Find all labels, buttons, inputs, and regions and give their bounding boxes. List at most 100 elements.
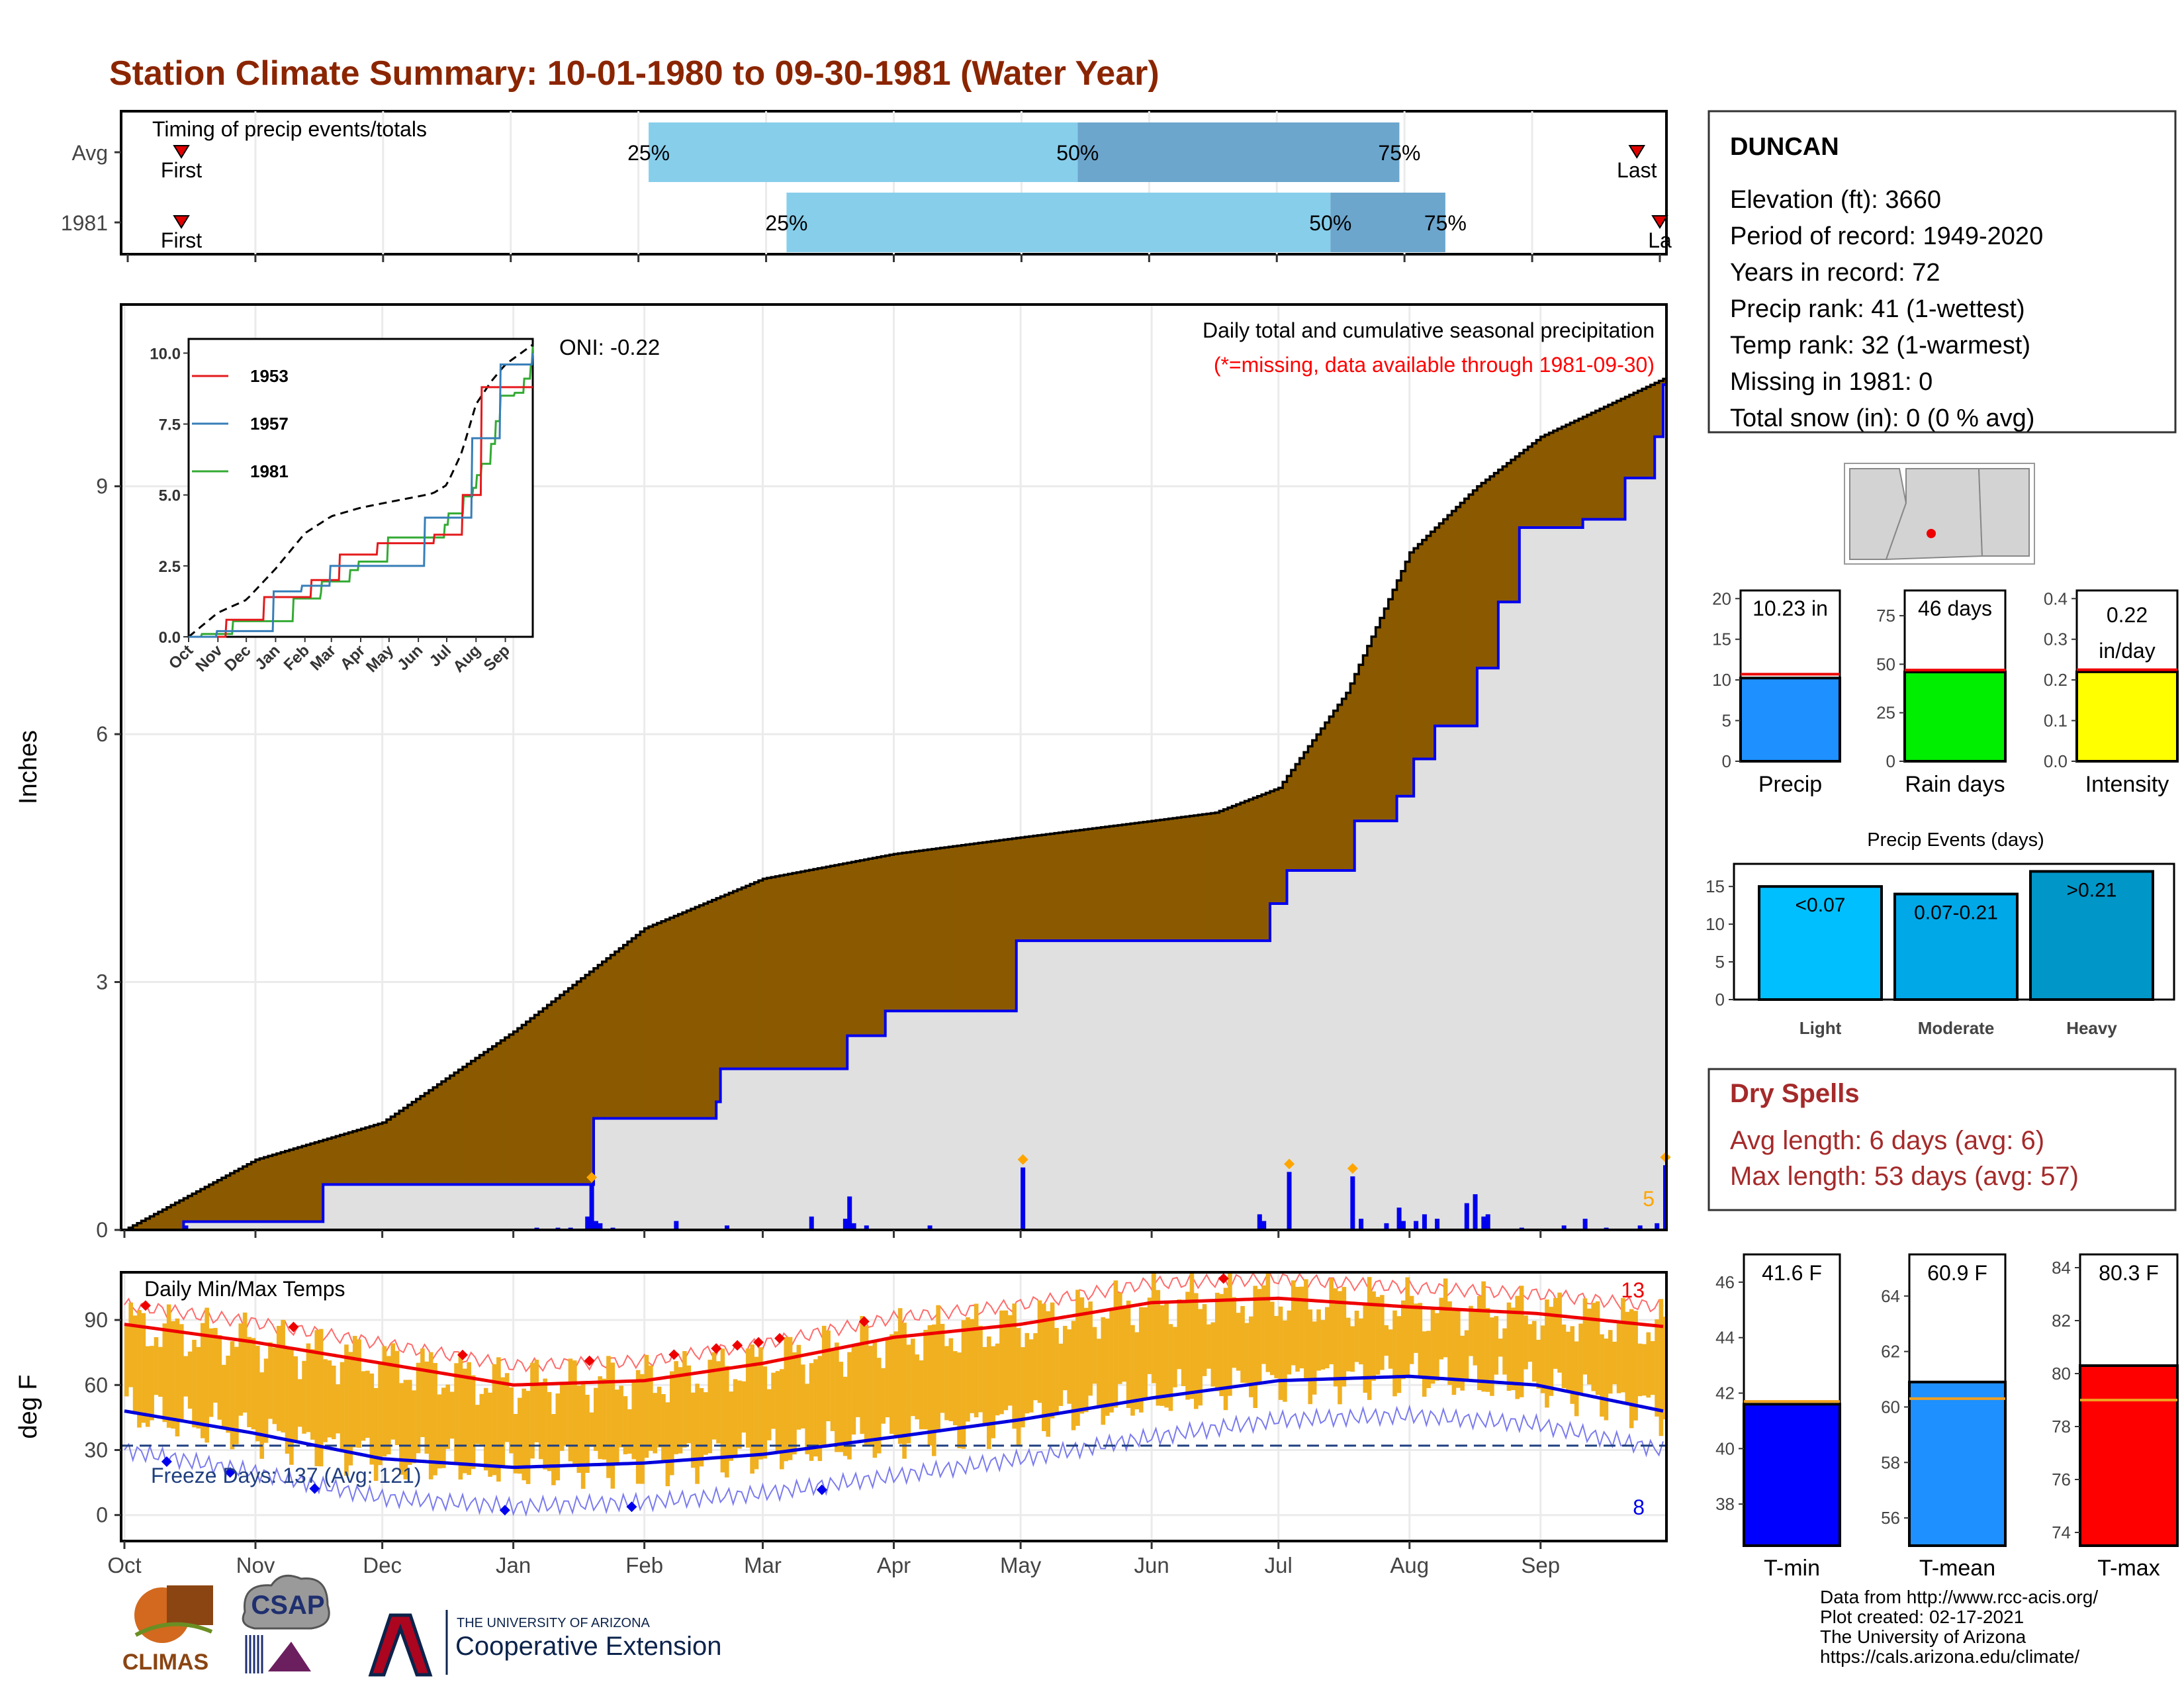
month-label: Sep bbox=[1521, 1553, 1560, 1577]
event-bar-label: Light bbox=[1799, 1018, 1842, 1038]
deficit-area bbox=[1028, 836, 1034, 941]
heavy-event-marker bbox=[1017, 1154, 1028, 1165]
daily-temp-range-bar bbox=[1371, 1291, 1376, 1381]
deficit-area bbox=[1443, 519, 1448, 726]
daily-temp-range-bar bbox=[974, 1303, 979, 1418]
deficit-area bbox=[394, 1113, 400, 1185]
daily-temp-range-bar bbox=[868, 1346, 873, 1446]
deficit-area bbox=[192, 1194, 197, 1222]
deficit-area bbox=[1007, 839, 1013, 1011]
daily-temp-range-bar bbox=[1460, 1335, 1465, 1391]
daily-temp-range-bar bbox=[686, 1365, 692, 1444]
daily-temp-range-bar bbox=[589, 1412, 594, 1447]
daily-precip-bar bbox=[1435, 1219, 1440, 1230]
daily-temp-range-bar bbox=[1531, 1321, 1537, 1382]
record-high-count: 13 bbox=[1621, 1278, 1645, 1302]
deficit-area bbox=[1138, 822, 1144, 941]
deficit-area bbox=[1426, 536, 1432, 759]
deficit-area bbox=[1591, 412, 1596, 520]
event-bar bbox=[1758, 885, 1883, 1001]
deficit-area bbox=[336, 1136, 341, 1185]
deficit-area bbox=[327, 1139, 332, 1185]
deficit-area bbox=[1363, 655, 1368, 821]
daily-temp-range-bar bbox=[1283, 1320, 1287, 1402]
deficit-area bbox=[302, 1146, 307, 1222]
daily-temp-range-bar bbox=[1350, 1326, 1355, 1372]
daily-temp-range-bar bbox=[657, 1386, 662, 1448]
daily-precip-bar bbox=[1637, 1225, 1643, 1230]
daily-temp-range-bar bbox=[1042, 1303, 1046, 1431]
footer-line: https://cals.arizona.edu/climate/ bbox=[1820, 1646, 2079, 1667]
daily-precip-bar bbox=[1384, 1223, 1389, 1230]
daily-temp-range-bar bbox=[200, 1323, 205, 1438]
deficit-area bbox=[792, 873, 797, 1069]
daily-temp-range-bar bbox=[208, 1328, 214, 1417]
daily-temp-range-bar bbox=[1257, 1289, 1262, 1384]
deficit-area bbox=[1481, 483, 1486, 669]
daily-temp-range-bar bbox=[428, 1352, 433, 1479]
record-high-marker bbox=[711, 1343, 722, 1354]
deficit-area bbox=[1469, 494, 1474, 726]
station-location-dot bbox=[1927, 529, 1936, 538]
daily-temp-range-bar bbox=[729, 1391, 733, 1461]
events-ytick-label: 10 bbox=[1706, 914, 1725, 934]
deficit-area bbox=[1194, 815, 1199, 941]
daily-temp-range-bar bbox=[314, 1330, 320, 1466]
daily-temp-range-bar bbox=[610, 1362, 615, 1489]
deficit-area bbox=[171, 1205, 176, 1230]
deficit-area bbox=[1342, 698, 1347, 871]
deficit-area bbox=[1088, 829, 1093, 941]
daily-temp-range-bar bbox=[690, 1392, 696, 1468]
first-event-marker bbox=[173, 145, 190, 159]
deficit-area bbox=[1105, 826, 1110, 941]
daily-temp-range-bar bbox=[1557, 1292, 1562, 1373]
deficit-area bbox=[344, 1133, 349, 1185]
deficit-area bbox=[137, 1223, 142, 1230]
deficit-area bbox=[1540, 436, 1545, 528]
daily-temp-range-bar bbox=[458, 1352, 463, 1480]
deficit-area bbox=[784, 874, 789, 1069]
daily-temp-range-bar bbox=[725, 1366, 729, 1477]
daily-temp-range-bar bbox=[957, 1352, 962, 1448]
daily-temp-range-bar bbox=[1430, 1309, 1435, 1384]
deficit-area bbox=[860, 860, 865, 1036]
deficit-area bbox=[424, 1093, 430, 1185]
deficit-area bbox=[1637, 391, 1643, 479]
mini-bar-ytick-label: 0 bbox=[1722, 751, 1731, 771]
deficit-area bbox=[242, 1166, 248, 1222]
daily-temp-range-bar bbox=[897, 1308, 903, 1444]
record-low-marker bbox=[309, 1483, 320, 1494]
daily-temp-range-bar bbox=[1363, 1303, 1368, 1393]
daily-temp-range-bar bbox=[1130, 1325, 1135, 1416]
daily-temp-range-bar bbox=[842, 1376, 848, 1456]
deficit-area bbox=[310, 1143, 316, 1222]
record-low-marker bbox=[499, 1505, 510, 1516]
mini-bar-ytick-label: 0.2 bbox=[2044, 670, 2068, 690]
deficit-area bbox=[365, 1127, 371, 1185]
daily-precip-bar bbox=[1473, 1194, 1478, 1230]
daily-temp-range-bar bbox=[559, 1382, 565, 1451]
daily-precip-bar bbox=[589, 1185, 594, 1230]
precip-ytick-label: 6 bbox=[96, 722, 108, 746]
daily-temp-range-bar bbox=[340, 1362, 345, 1452]
deficit-area bbox=[1608, 404, 1613, 520]
inset-series-1957 bbox=[189, 353, 534, 638]
daily-temp-range-bar bbox=[1308, 1309, 1313, 1405]
station-info-line: Total snow (in): 0 (0 % avg) bbox=[1730, 404, 2034, 432]
deficit-area bbox=[1312, 740, 1317, 871]
deficit-area bbox=[826, 867, 831, 1069]
heavy-event-marker bbox=[586, 1172, 598, 1183]
observed-cumulative-area bbox=[124, 385, 1668, 1230]
deficit-area bbox=[1024, 837, 1030, 941]
deficit-area bbox=[1079, 829, 1085, 941]
daily-temp-range-bar bbox=[1608, 1330, 1613, 1394]
daily-temp-range-bar bbox=[978, 1325, 983, 1413]
deficit-area bbox=[711, 900, 717, 1119]
deficit-area bbox=[534, 1015, 539, 1185]
daily-temp-range-bar bbox=[407, 1380, 412, 1465]
daily-temp-range-bar bbox=[302, 1360, 306, 1434]
deficit-area bbox=[758, 880, 764, 1069]
deficit-area bbox=[598, 964, 603, 1119]
daily-temp-range-bar bbox=[572, 1360, 577, 1464]
station-info-line: Missing in 1981: 0 bbox=[1730, 368, 1933, 396]
